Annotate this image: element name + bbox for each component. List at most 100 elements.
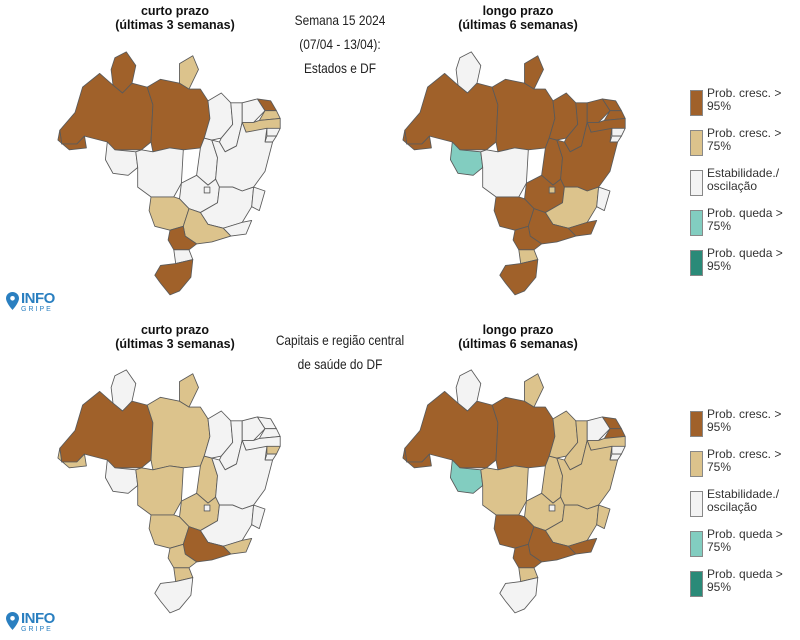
- map-header-subtitle: (últimas 3 semanas): [115, 337, 235, 351]
- state-mato-grosso: [480, 465, 529, 516]
- state-mato-grosso-do-sul: [493, 196, 535, 231]
- state-sergipe: [264, 453, 277, 461]
- map-header-bottom-left: curto prazo (últimas 3 semanas): [95, 323, 255, 351]
- state-mato-grosso-do-sul: [493, 514, 535, 549]
- legend-item: Estabilidade./ oscilação: [690, 487, 800, 527]
- map-header-subtitle: (últimas 6 semanas): [458, 18, 578, 32]
- legend-bottom: Prob. cresc. > 95% Prob. cresc. > 75% Es…: [690, 407, 800, 607]
- location-pin-icon: [6, 612, 19, 630]
- state-ceara: [241, 416, 266, 441]
- infogripe-logo: INFO GRIPE: [6, 610, 55, 634]
- legend-label: Estabilidade./ oscilação: [707, 487, 780, 514]
- state-acre: [57, 129, 87, 151]
- legend-item: Prob. queda > 95%: [690, 567, 800, 607]
- state-espirito-santo: [596, 504, 611, 530]
- state-sergipe: [609, 135, 622, 143]
- legend-item: Prob. cresc. > 95%: [690, 86, 800, 126]
- state-amapa: [179, 373, 199, 408]
- legend-swatch: [690, 90, 703, 116]
- legend-item: Prob. cresc. > 75%: [690, 126, 800, 166]
- logo-text: INFO: [21, 290, 55, 307]
- legend-swatch: [690, 411, 703, 437]
- capitals-title-line: Capitais e região central: [275, 332, 405, 348]
- state-alagoas: [611, 127, 626, 137]
- legend-label: Prob. cresc. > 95%: [707, 407, 782, 434]
- state-ceara: [241, 98, 266, 123]
- legend-label: Prob. queda > 95%: [707, 246, 783, 273]
- state-mato-grosso-do-sul: [148, 196, 190, 231]
- capitals-title-line: de saúde do DF: [297, 356, 383, 372]
- state-distrito-federal: [548, 504, 556, 512]
- legend-label: Prob. queda > 95%: [707, 567, 783, 594]
- state-sergipe: [609, 453, 622, 461]
- state-alagoas: [266, 445, 281, 455]
- state-acre: [57, 447, 87, 469]
- legend-item: Prob. cresc. > 95%: [690, 407, 800, 447]
- map-header-top-left: curto prazo (últimas 3 semanas): [95, 4, 255, 32]
- state-ceara: [586, 98, 611, 123]
- location-pin-icon: [6, 292, 19, 310]
- legend-swatch: [690, 250, 703, 276]
- week-title: Semana 15 2024 (07/04 - 13/04): Estados …: [268, 8, 413, 80]
- state-distrito-federal: [203, 504, 211, 512]
- map-header-title: longo prazo: [482, 4, 554, 18]
- state-espirito-santo: [251, 186, 266, 212]
- brazil-map-capitals-short-term: [52, 366, 302, 616]
- state-ceara: [586, 416, 611, 441]
- legend-top: Prob. cresc. > 95% Prob. cresc. > 75% Es…: [690, 86, 800, 286]
- state-parana: [167, 543, 198, 569]
- capitals-title: Capitais e região central de saúde do DF: [255, 328, 425, 376]
- state-amapa: [524, 55, 544, 90]
- legend-label: Prob. cresc. > 75%: [707, 447, 782, 474]
- state-rio-grande-do-sul: [499, 577, 539, 614]
- map-header-bottom-right: longo prazo (últimas 6 semanas): [438, 323, 598, 351]
- legend-swatch: [690, 571, 703, 597]
- legend-swatch: [690, 531, 703, 557]
- legend-label: Prob. cresc. > 75%: [707, 126, 782, 153]
- state-parana: [167, 225, 198, 251]
- legend-label: Estabilidade./ oscilação: [707, 166, 780, 193]
- state-mato-grosso: [135, 465, 184, 516]
- state-rondonia: [449, 459, 484, 494]
- state-para: [491, 396, 556, 471]
- state-mato-grosso: [135, 147, 184, 198]
- state-parana: [512, 225, 543, 251]
- legend-swatch: [690, 491, 703, 517]
- state-amazonas: [404, 390, 499, 469]
- week-title-line: (07/04 - 13/04):: [299, 36, 381, 52]
- legend-label: Prob. cresc. > 95%: [707, 86, 782, 113]
- map-header-subtitle: (últimas 6 semanas): [458, 337, 578, 351]
- state-amapa: [524, 373, 544, 408]
- state-alagoas: [266, 127, 281, 137]
- week-title-line: Estados e DF: [303, 60, 377, 76]
- state-alagoas: [611, 445, 626, 455]
- map-header-title: curto prazo: [140, 4, 210, 18]
- infogripe-logo: INFO GRIPE: [6, 290, 55, 314]
- legend-label: Prob. queda > 75%: [707, 206, 783, 233]
- state-amazonas: [404, 72, 499, 151]
- state-parana: [512, 543, 543, 569]
- map-header-title: longo prazo: [482, 323, 554, 337]
- logo-subtext: GRIPE: [21, 626, 53, 633]
- brazil-map-capitals-long-term: [397, 366, 647, 616]
- map-header-top-right: longo prazo (últimas 6 semanas): [438, 4, 598, 32]
- state-distrito-federal: [548, 186, 556, 194]
- logo-text: INFO: [21, 610, 55, 627]
- week-title-line: Semana 15 2024: [294, 12, 386, 28]
- map-header-title: curto prazo: [140, 323, 210, 337]
- state-rondonia: [449, 141, 484, 176]
- logo-subtext: GRIPE: [21, 306, 53, 313]
- legend-item: Prob. queda > 75%: [690, 527, 800, 567]
- legend-item: Prob. queda > 75%: [690, 206, 800, 246]
- legend-item: Prob. queda > 95%: [690, 246, 800, 286]
- legend-item: Prob. cresc. > 75%: [690, 447, 800, 487]
- state-rondonia: [104, 459, 139, 494]
- state-distrito-federal: [203, 186, 211, 194]
- state-acre: [402, 129, 432, 151]
- state-rondonia: [104, 141, 139, 176]
- state-para: [146, 396, 211, 471]
- state-mato-grosso: [480, 147, 529, 198]
- state-espirito-santo: [251, 504, 266, 530]
- legend-swatch: [690, 130, 703, 156]
- state-acre: [402, 447, 432, 469]
